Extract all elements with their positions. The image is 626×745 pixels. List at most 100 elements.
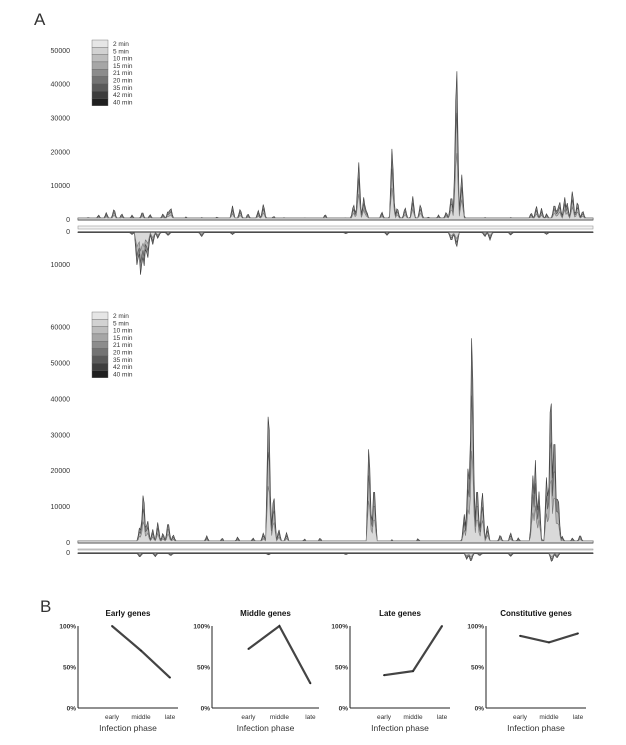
x-axis-label: Infection phase <box>237 723 295 733</box>
data-point <box>577 632 579 635</box>
coverage-area-above-1 <box>77 395 594 544</box>
gene-class-chart-4: Constitutive genes 0% 50% 100% early middle la… <box>467 609 586 733</box>
legend-label: 15 min <box>113 63 133 70</box>
y-tick-label: 100% <box>331 624 348 631</box>
legend-swatch <box>91 76 109 85</box>
data-point <box>383 674 385 677</box>
y-tick-label: 40000 <box>51 396 71 403</box>
x-tick-label: late <box>437 714 448 721</box>
x-axis-label: Infection phase <box>99 723 157 733</box>
y-tick-label-below: 10000 <box>51 262 71 269</box>
legend-swatch <box>91 68 109 77</box>
y-tick-label-below: 0 <box>66 550 70 557</box>
y-tick-label: 50% <box>63 665 76 672</box>
x-tick-label: middle <box>539 714 559 721</box>
coverage-area-below-1 <box>77 231 594 263</box>
series-line <box>519 632 579 644</box>
x-axis-label: Infection phase <box>371 723 429 733</box>
legend-label: 20 min <box>113 350 133 357</box>
legend-label: 10 min <box>113 328 133 335</box>
legend-swatch <box>91 319 109 327</box>
gene-class-line-charts: Early genes 0% 50% 100% early middle late Infec… <box>59 609 586 733</box>
y-tick-label: 10000 <box>51 504 71 511</box>
y-tick-label: 50% <box>197 665 210 672</box>
y-tick-label: 0% <box>339 706 349 713</box>
chart-title: Early genes <box>106 609 151 618</box>
coverage-area-above-1 <box>77 112 594 221</box>
y-tick-label: 40000 <box>51 82 71 89</box>
legend-label: 21 min <box>113 342 133 349</box>
legend-label: 15 min <box>113 335 133 342</box>
y-tick-label: 20000 <box>51 149 71 156</box>
y-tick-label: 0% <box>201 706 211 713</box>
legend-swatch <box>91 39 109 48</box>
legend-swatch <box>91 341 109 349</box>
coverage-area-below-2 <box>77 231 594 252</box>
data-point <box>441 625 443 627</box>
y-tick-label: 0% <box>475 706 485 713</box>
legend-swatch <box>91 90 109 99</box>
coverage-area-above-2 <box>77 153 594 221</box>
legend-swatch <box>91 370 109 378</box>
legend-swatch <box>91 362 109 371</box>
legend-label: 5 min <box>113 320 129 327</box>
data-point <box>247 648 250 650</box>
coverage-area-above-0 <box>77 71 594 221</box>
y-tick-label: 50% <box>471 665 484 672</box>
panel-b-label: B <box>40 597 52 616</box>
legend-label: 2 min <box>113 313 129 320</box>
series-line <box>383 625 443 677</box>
legend-label: 10 min <box>113 56 133 63</box>
legend-swatch <box>91 47 109 55</box>
y-tick-label-below: 0 <box>66 229 70 236</box>
legend-label: 35 min <box>113 357 133 364</box>
legend-swatch <box>91 98 109 106</box>
y-tick-label: 30000 <box>51 115 71 122</box>
x-tick-label: early <box>377 714 392 721</box>
coverage-area-above-0 <box>77 338 594 544</box>
legend-swatch <box>91 333 109 342</box>
legend-label: 2 min <box>113 41 129 48</box>
legend-swatch <box>91 61 109 70</box>
chart-title: Late genes <box>379 609 421 618</box>
x-tick-label: late <box>573 714 584 721</box>
y-tick-label: 50000 <box>51 360 71 367</box>
panel-a-label: A <box>34 10 46 29</box>
data-point <box>140 649 142 652</box>
genome-track <box>77 225 594 230</box>
y-tick-label: 50% <box>335 665 348 672</box>
x-tick-label: middle <box>403 714 423 721</box>
legend-swatch <box>91 311 109 320</box>
legend-label: 35 min <box>113 85 133 92</box>
y-tick-label: 30000 <box>51 432 71 439</box>
y-tick-label: 60000 <box>51 325 71 332</box>
genome-track <box>77 548 594 551</box>
gene-class-chart-3: Late genes 0% 50% 100% early middle late Infect… <box>331 609 450 733</box>
data-point <box>309 682 312 685</box>
x-tick-label: late <box>165 714 176 721</box>
coverage-area-above-2 <box>77 450 594 544</box>
y-tick-label: 100% <box>59 624 76 631</box>
gene-class-chart-1: Early genes 0% 50% 100% early middle late Infec… <box>59 609 178 733</box>
x-tick-label: middle <box>131 714 151 721</box>
y-tick-label: 0% <box>67 706 77 713</box>
y-tick-label: 100% <box>467 624 484 631</box>
legend-label: 42 min <box>113 364 133 371</box>
data-point <box>519 634 521 637</box>
x-axis-label: Infection phase <box>507 723 565 733</box>
legend-label: 5 min <box>113 48 129 55</box>
y-tick-label: 10000 <box>51 183 71 190</box>
x-tick-label: late <box>305 714 316 721</box>
y-tick-label: 20000 <box>51 468 71 475</box>
legend-label: 21 min <box>113 70 133 77</box>
legend-swatch <box>91 348 109 357</box>
gene-class-chart-2: Middle genes 0% 50% 100% early middle late Infe… <box>193 609 319 733</box>
y-tick-label: 100% <box>193 624 210 631</box>
x-tick-label: early <box>241 714 256 721</box>
legend-label: 40 min <box>113 99 133 106</box>
series-line <box>111 625 171 679</box>
legend-swatch <box>91 54 109 63</box>
